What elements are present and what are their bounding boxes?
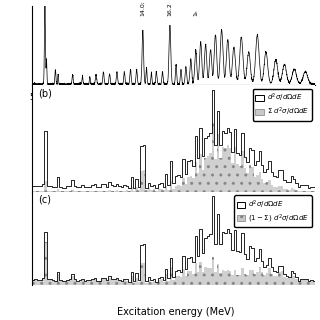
X-axis label: Excitation energy (MeV): Excitation energy (MeV) (115, 103, 232, 113)
Text: 14.0;: 14.0; (140, 0, 145, 16)
Text: Excitation energy (MeV): Excitation energy (MeV) (117, 307, 235, 317)
Text: (b): (b) (38, 89, 52, 99)
Text: 16.2: 16.2 (167, 3, 172, 16)
Legend: $d^2\sigma/d\Omega dE$, $\Sigma\ d^2\sigma/d\Omega dE$: $d^2\sigma/d\Omega dE$, $\Sigma\ d^2\sig… (253, 89, 312, 121)
Text: (c): (c) (38, 195, 51, 205)
Legend: $d^2\sigma/d\Omega dE$, $(1-\Sigma)\ d^2\sigma/d\Omega dE$: $d^2\sigma/d\Omega dE$, $(1-\Sigma)\ d^2… (234, 196, 312, 228)
Text: 1ₕ: 1ₕ (193, 10, 198, 16)
